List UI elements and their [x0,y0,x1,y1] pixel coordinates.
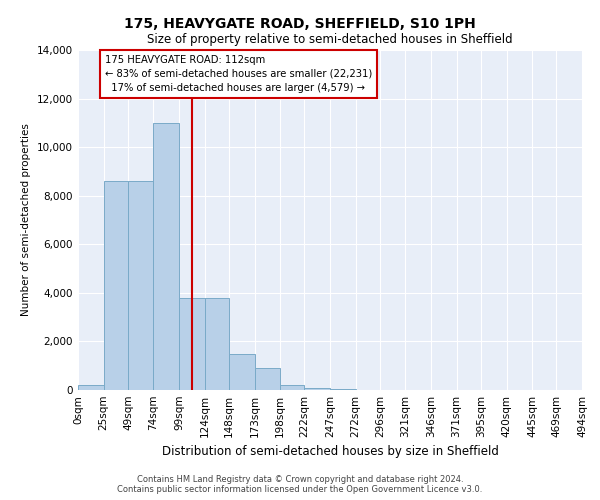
Bar [280,385,304,390]
Bar [104,181,128,390]
Bar [179,298,205,390]
Text: 175 HEAVYGATE ROAD: 112sqm
← 83% of semi-detached houses are smaller (22,231)
  : 175 HEAVYGATE ROAD: 112sqm ← 83% of semi… [104,55,372,93]
Bar [229,354,254,390]
Bar [304,388,330,390]
Bar [205,298,229,390]
Y-axis label: Number of semi-detached properties: Number of semi-detached properties [22,124,31,316]
Title: Size of property relative to semi-detached houses in Sheffield: Size of property relative to semi-detach… [147,33,513,46]
Bar [78,385,104,390]
Bar [154,123,179,390]
Text: Contains HM Land Registry data © Crown copyright and database right 2024.
Contai: Contains HM Land Registry data © Crown c… [118,474,482,494]
Bar [330,389,356,390]
Bar [254,368,280,390]
Text: 175, HEAVYGATE ROAD, SHEFFIELD, S10 1PH: 175, HEAVYGATE ROAD, SHEFFIELD, S10 1PH [124,18,476,32]
X-axis label: Distribution of semi-detached houses by size in Sheffield: Distribution of semi-detached houses by … [161,446,499,458]
Bar [128,181,154,390]
